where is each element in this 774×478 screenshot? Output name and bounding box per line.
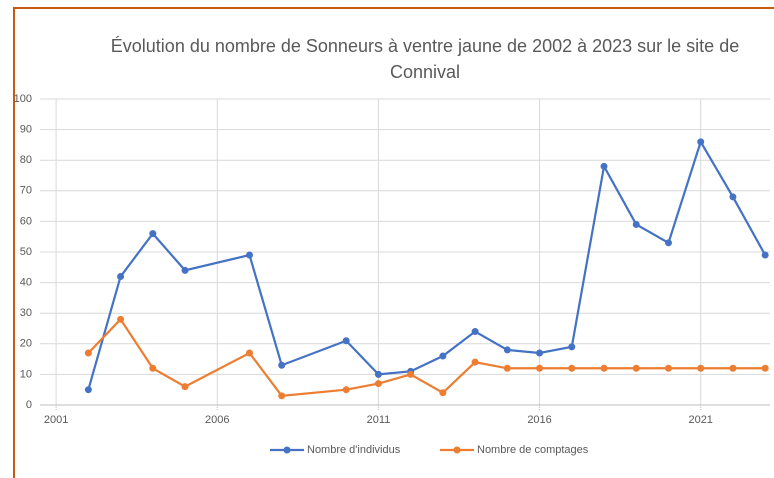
- data-point: [117, 272, 125, 280]
- data-point: [600, 364, 608, 372]
- y-tick-label: 80: [20, 154, 32, 166]
- data-point: [439, 389, 447, 397]
- data-point: [536, 349, 544, 357]
- data-point: [729, 193, 737, 201]
- data-point: [600, 162, 608, 170]
- data-point: [761, 251, 769, 259]
- data-point: [471, 358, 479, 366]
- legend-marker: [283, 446, 291, 454]
- data-point: [664, 239, 672, 247]
- x-tick-label: 2016: [527, 414, 551, 426]
- data-point: [149, 364, 157, 372]
- data-point: [536, 364, 544, 372]
- data-point: [761, 364, 769, 372]
- data-point: [374, 370, 382, 378]
- data-point: [245, 251, 253, 259]
- y-tick-label: 50: [20, 246, 32, 258]
- y-tick-label: 100: [14, 93, 32, 105]
- data-point: [278, 361, 286, 369]
- series-line: [87, 139, 767, 391]
- x-tick-label: 2021: [688, 414, 712, 426]
- data-point: [407, 370, 415, 378]
- y-tick-label: 90: [20, 124, 32, 136]
- data-point: [568, 364, 576, 372]
- data-point: [181, 383, 189, 391]
- data-point: [117, 315, 125, 323]
- data-point: [181, 266, 189, 274]
- data-point: [245, 349, 253, 357]
- data-point: [632, 364, 640, 372]
- chart-title: Évolution du nombre de Sonneurs à ventre…: [110, 36, 740, 82]
- data-point: [503, 346, 511, 354]
- data-point: [471, 328, 479, 336]
- data-point: [278, 392, 286, 400]
- data-point: [697, 364, 705, 372]
- chart-border: [13, 7, 774, 478]
- y-tick-label: 30: [20, 307, 32, 319]
- data-point: [568, 343, 576, 351]
- data-point: [149, 230, 157, 238]
- y-tick-label: 70: [20, 185, 32, 197]
- x-tick-label: 2006: [205, 414, 229, 426]
- y-tick-label: 40: [20, 277, 32, 289]
- data-point: [503, 364, 511, 372]
- legend-marker: [453, 446, 461, 454]
- data-point: [697, 138, 705, 146]
- series-line: [87, 317, 766, 397]
- x-tick-label: 2001: [44, 414, 68, 426]
- data-point: [729, 364, 737, 372]
- data-point: [439, 352, 447, 360]
- y-tick-label: 10: [20, 368, 32, 380]
- x-tick-label: 2011: [367, 414, 391, 426]
- y-tick-label: 60: [20, 215, 32, 227]
- data-point: [632, 220, 640, 228]
- y-tick-label: 0: [26, 399, 32, 411]
- data-point: [342, 337, 350, 345]
- data-point: [342, 386, 350, 394]
- y-tick-label: 20: [20, 338, 32, 350]
- legend-label: Nombre d'individus: [307, 444, 401, 456]
- data-point: [374, 380, 382, 388]
- data-point: [84, 386, 92, 394]
- data-point: [664, 364, 672, 372]
- legend-label: Nombre de comptages: [477, 444, 589, 456]
- data-point: [84, 349, 92, 357]
